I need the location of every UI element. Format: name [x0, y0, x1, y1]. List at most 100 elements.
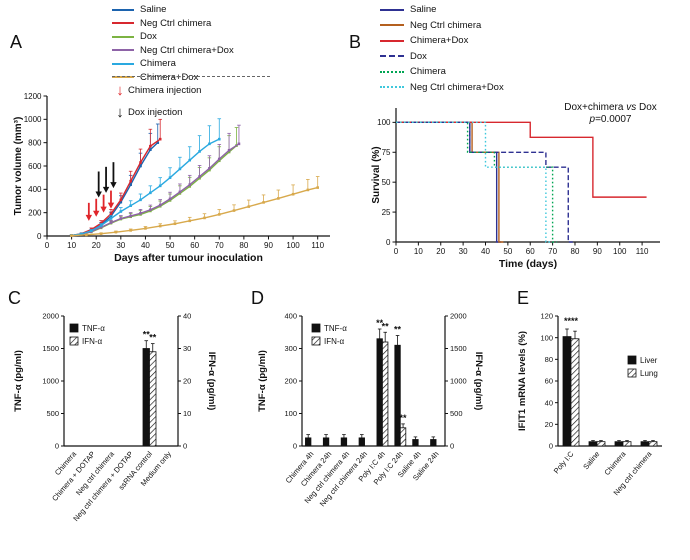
ifit1-chart: 0 20 40 60 80 100 120 IFIT1 mRNA levels (%) Poly…: [517, 312, 662, 497]
black-down-arrow-icon: ↓: [116, 103, 124, 121]
svg-text:**: **: [382, 321, 390, 331]
legend-item: Neg Ctrl chimera+Dox: [380, 82, 504, 93]
svg-text:IFN-α (pg/ml): IFN-α (pg/ml): [473, 352, 484, 411]
svg-text:**: **: [394, 325, 402, 335]
svg-text:20: 20: [436, 247, 445, 256]
legend-line-swatch: [380, 70, 404, 73]
legend-line-swatch: [380, 55, 404, 57]
panel-label-c: C: [8, 288, 21, 308]
svg-text:Survival (%): Survival (%): [371, 146, 382, 203]
svg-text:Chimera: Chimera: [602, 449, 628, 477]
svg-text:0: 0: [386, 238, 391, 247]
legend-line-swatch: [380, 8, 404, 11]
legend-line-swatch: [112, 62, 134, 65]
legend-label: Chimera: [410, 66, 446, 77]
legend-line-swatch: [380, 86, 404, 88]
svg-text:30: 30: [116, 241, 125, 250]
legend-label: Neg Ctrl chimera: [410, 19, 482, 31]
panel-b-legend: Saline Neg Ctrl chimera Chimera+Dox Dox Chim…: [380, 4, 504, 97]
legend-item: Chimera: [380, 66, 504, 77]
svg-text:1000: 1000: [24, 115, 42, 124]
legend-item: Dox: [380, 51, 504, 62]
legend-line-swatch: [112, 35, 134, 38]
svg-text:10: 10: [67, 241, 76, 250]
legend-item: Neg Ctrl chimera+Dox: [112, 45, 234, 56]
svg-text:0: 0: [293, 442, 297, 451]
svg-text:0: 0: [45, 241, 50, 250]
svg-text:2000: 2000: [450, 312, 467, 321]
svg-text:TNF-α (pg/ml): TNF-α (pg/ml): [257, 350, 268, 412]
svg-text:120: 120: [540, 312, 553, 321]
panel-a-legend: Saline Neg Ctrl chimera Dox Neg Ctrl chimer…: [112, 4, 234, 85]
svg-text:20: 20: [545, 420, 553, 429]
svg-text:40: 40: [481, 247, 490, 256]
legend-item: Chimera+Dox: [380, 35, 504, 46]
svg-text:20: 20: [183, 377, 191, 386]
svg-text:**: **: [149, 333, 157, 343]
svg-text:0: 0: [183, 442, 187, 451]
svg-text:40: 40: [141, 241, 150, 250]
svg-text:1000: 1000: [42, 377, 59, 386]
svg-text:500: 500: [450, 409, 463, 418]
svg-text:400: 400: [28, 185, 42, 194]
cytokine-chart-c: 0 500 1000 1500 2000 0 10 20 30 40 TNF-α (pg/ml) IF…: [13, 312, 217, 523]
svg-text:**: **: [400, 413, 408, 423]
svg-text:80: 80: [545, 355, 553, 364]
pvalue-annotation: Dox+chimera vs Dox p=0.0007: [538, 102, 683, 125]
svg-text:Lung: Lung: [640, 369, 658, 378]
svg-text:IFN-α: IFN-α: [324, 337, 345, 346]
svg-text:40: 40: [545, 398, 553, 407]
survival-chart: 0 25 50 75 100 0 10 20 30 40 50 60 70 80 90 100 110 Time …: [371, 108, 660, 270]
legend-item: Neg Ctrl chimera: [112, 18, 234, 29]
legend-label: Neg Ctrl chimera: [140, 17, 212, 29]
svg-text:60: 60: [190, 241, 199, 250]
svg-text:IFIT1 mRNA levels (%): IFIT1 mRNA levels (%): [517, 331, 528, 431]
svg-text:TNF-α: TNF-α: [324, 324, 347, 333]
svg-text:80: 80: [239, 241, 248, 250]
svg-text:200: 200: [284, 377, 297, 386]
svg-text:IFN-α (pg/ml): IFN-α (pg/ml): [206, 352, 217, 411]
svg-text:0: 0: [55, 442, 59, 451]
svg-text:600: 600: [28, 162, 42, 171]
svg-text:100: 100: [284, 409, 297, 418]
svg-text:90: 90: [264, 241, 273, 250]
svg-text:100: 100: [540, 333, 553, 342]
legend-line-swatch: [380, 39, 404, 42]
legend-item: Chimera+Dox: [112, 72, 234, 83]
legend-item: Neg Ctrl chimera: [380, 20, 504, 31]
svg-text:0: 0: [450, 442, 454, 451]
svg-text:Poly I:C: Poly I:C: [552, 449, 576, 475]
legend-item: Saline: [380, 4, 504, 15]
svg-text:800: 800: [28, 138, 42, 147]
legend-label: Dox: [140, 31, 157, 42]
legend-label: Saline: [140, 4, 167, 15]
legend-item: Saline: [112, 4, 234, 15]
svg-text:**: **: [376, 318, 384, 328]
svg-text:0: 0: [394, 247, 399, 256]
panel-label-d: D: [251, 288, 264, 308]
svg-text:70: 70: [215, 241, 224, 250]
svg-text:100: 100: [377, 118, 391, 127]
svg-text:100: 100: [286, 241, 300, 250]
svg-text:60: 60: [526, 247, 535, 256]
svg-text:110: 110: [636, 247, 649, 256]
svg-text:Days after tumour inoculation: Days after tumour inoculation: [114, 252, 263, 264]
svg-text:75: 75: [382, 148, 391, 157]
legend-label: Neg Ctrl chimera+Dox: [410, 81, 504, 93]
svg-text:0: 0: [549, 442, 553, 451]
comparison-text: Dox+chimera vs Dox: [564, 102, 657, 113]
tumor-volume-chart: 0 200 400 600 800 1000 1200 0 10 20 30 40 50 60 70 80 90…: [13, 92, 330, 264]
legend-item: Dox: [112, 31, 234, 42]
legend-item: Chimera: [112, 58, 234, 69]
p-value-text: p=0.0007: [589, 114, 632, 125]
legend-line-swatch: [112, 49, 134, 51]
red-down-arrow-icon: ↓: [116, 81, 124, 99]
svg-text:60: 60: [545, 377, 553, 386]
svg-text:IFN-α: IFN-α: [82, 337, 103, 346]
injection-note-label: Chimera injection: [128, 84, 202, 96]
svg-text:Time (days): Time (days): [499, 258, 557, 270]
svg-text:Saline: Saline: [581, 450, 601, 472]
svg-text:30: 30: [459, 247, 468, 256]
svg-text:**: **: [143, 330, 151, 340]
